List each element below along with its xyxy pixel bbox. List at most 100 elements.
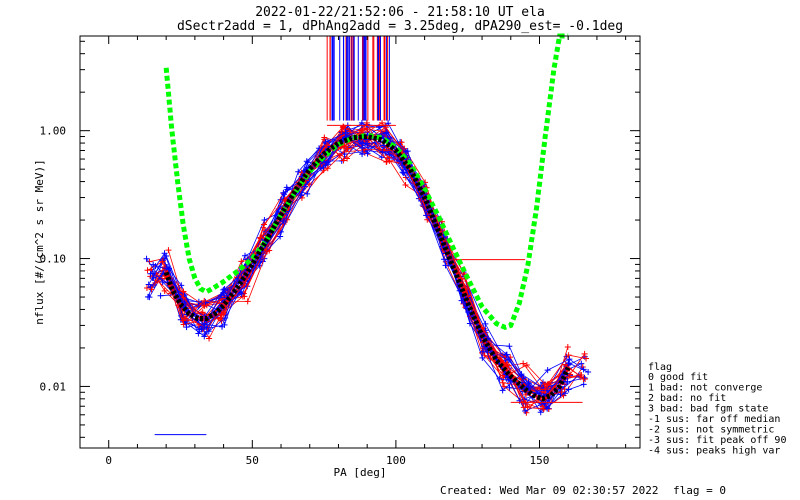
legend-entry: -1 sus: far off median	[648, 414, 780, 425]
measured-marker	[585, 368, 592, 375]
legend: 0 good fit 1 bad: not converge 2 bad: no…	[648, 372, 786, 457]
y-axis-label: nflux [#/(cm^2 s sr MeV)]	[33, 159, 46, 325]
measured-marker	[161, 250, 168, 257]
measured-marker	[501, 383, 508, 390]
measured-marker	[238, 258, 245, 265]
measured-marker	[399, 169, 406, 176]
measured-marker	[148, 286, 155, 293]
measured-marker	[144, 267, 151, 274]
measured-marker	[322, 139, 329, 146]
measured-marker	[202, 330, 209, 337]
measured-marker	[150, 261, 157, 268]
x-tick-label: 0	[105, 454, 112, 467]
measured-marker	[321, 136, 328, 143]
measured-marker	[161, 287, 168, 294]
measured-marker	[525, 380, 532, 387]
fit-curve	[163, 33, 569, 330]
measured-marker	[324, 165, 331, 172]
measured-marker	[479, 354, 486, 361]
measured-marker	[304, 159, 311, 166]
measured-marker	[499, 387, 506, 394]
measured-marker	[157, 292, 164, 299]
measured-marker	[479, 348, 486, 355]
measured-marker	[239, 293, 246, 300]
y-tick-label: 0.10	[40, 253, 67, 266]
measured-marker	[506, 384, 513, 391]
measured-marker	[183, 324, 190, 331]
measured-marker	[159, 258, 166, 265]
chart-title: 2022-01-22/21:52:06 - 21:58:10 UT ela	[255, 5, 545, 20]
measured-marker	[304, 190, 311, 197]
measured-marker	[402, 174, 409, 181]
measured-marker	[217, 314, 224, 321]
measured-marker	[359, 145, 366, 152]
measured-marker	[544, 367, 551, 374]
measured-marker	[524, 403, 531, 410]
footer-flag: flag = 0	[673, 484, 726, 497]
measured-marker	[195, 321, 202, 328]
x-tick-label: 100	[386, 454, 406, 467]
x-tick-label: 150	[530, 454, 550, 467]
y-tick-label: 0.01	[40, 380, 67, 393]
measured-marker	[537, 409, 544, 416]
measured-marker	[340, 123, 347, 130]
measured-marker	[580, 375, 587, 382]
measured-marker	[219, 323, 226, 330]
measured-marker	[201, 297, 208, 304]
measured-marker	[506, 343, 513, 350]
measured-marker	[284, 186, 291, 193]
measured-marker	[544, 405, 551, 412]
fit-series-green	[163, 33, 569, 330]
measured-marker	[260, 221, 267, 228]
measured-marker	[242, 252, 249, 259]
measured-marker	[342, 129, 349, 136]
measured-marker	[583, 355, 590, 362]
measured-marker	[383, 158, 390, 165]
measured-marker	[580, 381, 587, 388]
measured-marker	[564, 344, 571, 351]
fit-series-black	[163, 133, 571, 402]
top-bars	[326, 36, 390, 121]
measured-marker	[402, 149, 409, 156]
measured-marker	[565, 386, 572, 393]
fit-curve	[163, 133, 571, 402]
measured-marker	[364, 150, 371, 157]
measured-marker	[565, 352, 572, 359]
measured-marker	[520, 360, 527, 367]
legend-entry: -2 sus: not symmetric	[648, 425, 774, 436]
measured-trace	[150, 137, 565, 397]
measured-marker	[145, 281, 152, 288]
measured-marker	[195, 330, 202, 337]
measured-marker	[277, 233, 284, 240]
measured-marker	[482, 320, 489, 327]
legend-entry: -4 sus: peaks high var	[648, 446, 780, 457]
measured-marker	[542, 386, 549, 393]
measured-marker	[442, 262, 449, 269]
measured-marker	[178, 282, 185, 289]
measured-marker	[143, 255, 150, 262]
measured-marker	[581, 350, 588, 357]
measured-marker	[238, 290, 245, 297]
measured-marker	[165, 247, 172, 254]
legend-title: flag	[648, 362, 672, 373]
measured-marker	[206, 335, 213, 342]
x-axis-label: PA [deg]	[334, 466, 387, 479]
measured-marker	[323, 142, 330, 149]
measured-marker	[402, 181, 409, 188]
measured-marker	[423, 212, 430, 219]
legend-entry: 1 bad: not converge	[648, 383, 762, 394]
measured-marker	[295, 168, 302, 175]
plot-frame	[79, 35, 641, 449]
measured-marker	[146, 294, 153, 301]
measured-trace	[146, 133, 561, 413]
measured-marker	[201, 321, 208, 328]
measured-marker	[244, 298, 251, 305]
measured-marker	[361, 125, 368, 132]
measured-marker	[143, 284, 150, 291]
measured-marker	[146, 258, 153, 265]
measured-marker	[522, 407, 529, 414]
y-tick-label: 1.00	[40, 125, 67, 138]
measured-marker	[343, 145, 350, 152]
measured-marker	[180, 317, 187, 324]
